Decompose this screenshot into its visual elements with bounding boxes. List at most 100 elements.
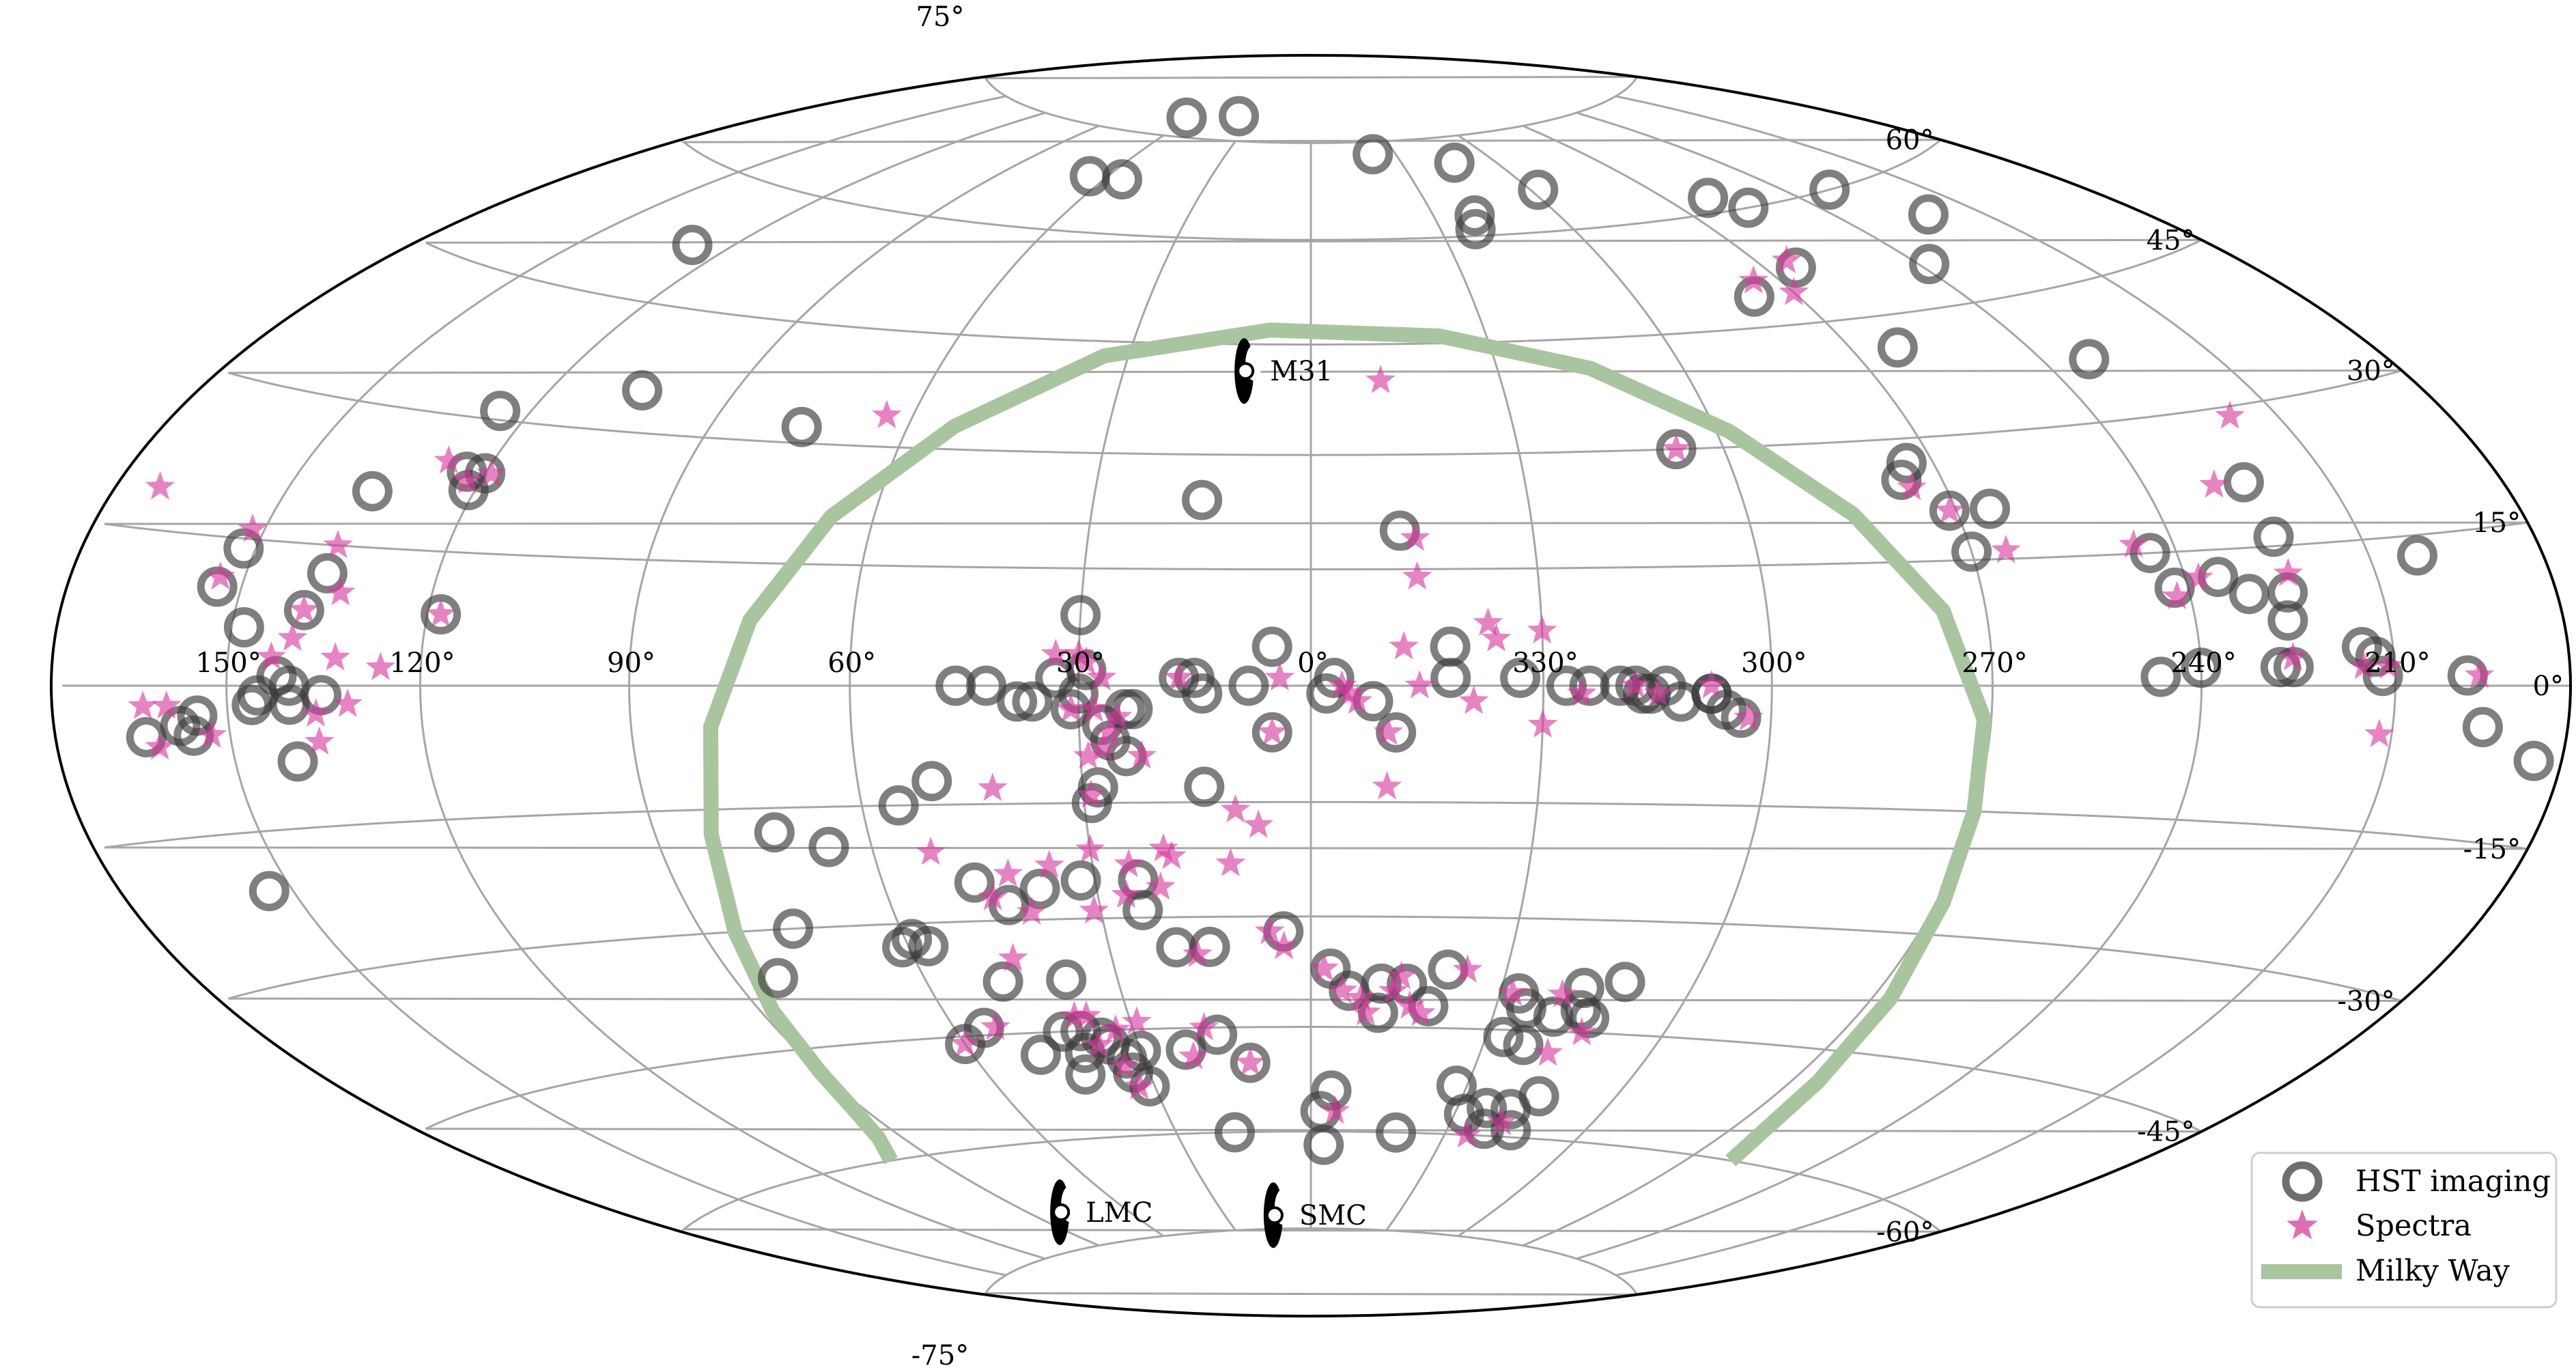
spectra-point [476,458,507,487]
spectra-point [1406,997,1436,1027]
hst-imaging-point [2260,647,2301,688]
hst-imaging-point [421,594,462,634]
spectra-point [2199,469,2229,498]
hst-imaging-point [1886,443,1927,484]
spectra-point [1127,740,1157,769]
latitude-gridline [104,800,2528,850]
hst-imaging-point [1219,96,1259,137]
spectra-point [1779,277,1809,305]
spectra-point [1473,607,1503,637]
hst-imaging-point [2462,707,2503,748]
spectra-point [1122,1006,1152,1035]
hst-imaging-point [1102,159,1142,200]
annotation-m31: M31 [1270,356,1333,387]
spectra-point [1661,433,1691,462]
longitude-tick-label: 270° [1962,647,2027,679]
hst-imaging-point [945,1024,986,1065]
spectra-point [1189,1011,1219,1041]
hst-imaging-point [2513,740,2554,781]
hst-imaging-point [989,884,1030,925]
spectra-point [238,513,268,542]
legend-label-hst-imaging: HST imaging [2355,1164,2551,1199]
spectra-point [434,445,464,474]
hst-imaging-point [878,785,919,826]
spectra-point [1084,1029,1114,1058]
spectra-point [1269,930,1299,960]
hst-imaging-point [1353,134,1393,175]
hst-imaging-point [223,607,264,647]
spectra-point [1095,716,1125,746]
spectra-point [2278,642,2308,671]
legend-ring-marker [2282,1161,2323,1202]
hst-imaging-point [758,958,798,999]
spectra-point [1991,534,2021,563]
hst-imaging-point [1376,1112,1417,1153]
spectra-point [916,836,946,865]
spectra-point [1059,1001,1090,1029]
spectra-point [305,726,335,755]
latitude-tick-label: 75° [916,1,965,33]
legend-label-spectra: Spectra [2355,1209,2472,1243]
hst-imaging-point [352,471,393,512]
hst-imaging-point [1454,195,1495,236]
spectra-point [128,690,158,719]
hst-imaging-point [1503,1024,1544,1065]
latitude-tick-label: 45° [2147,225,2195,256]
spectra-point [1497,977,1528,1006]
spectra-point [1389,631,1419,660]
longitude-tick-label: 60° [827,647,876,679]
spectra-point [1395,990,1425,1019]
spectra-point [1235,1047,1266,1076]
hst-imaging-point [2069,339,2110,380]
hst-imaging-point [1929,490,1970,531]
spectra-point [323,529,353,559]
spectra-point [1487,1106,1517,1136]
spectra-point [1034,850,1064,878]
hst-imaging-point [954,862,995,903]
hst-imaging-point [301,675,342,716]
galaxy-icon [1050,1179,1078,1245]
spectra-point [1041,639,1071,667]
legend: HST imaging Spectra Milky Way [2250,1151,2558,1309]
hst-imaging-point [283,589,324,630]
hst-imaging-point [1500,658,1541,698]
hst-imaging-point [2181,647,2222,688]
spectra-point [1481,623,1512,652]
hst-imaging-points [126,96,2554,1165]
hst-imaging-point [2253,516,2294,557]
latitude-tick-label: -30° [2337,986,2394,1018]
hst-imaging-point [1951,531,1992,572]
longitude-tick-label: 210° [2364,647,2430,679]
spectra-point [1079,895,1109,924]
spectra-point [978,882,1008,910]
spectra-point [145,731,175,760]
spectra-point [1320,1095,1350,1124]
hst-imaging-point [1656,429,1697,470]
object-annotations: M31 LMC SMC [1086,356,1367,1231]
spectra-point [1733,702,1764,731]
spectra-point [1073,740,1103,769]
spectra-point [2464,659,2495,688]
spectra-point [2162,581,2192,610]
hst-imaging-point [1303,1124,1344,1165]
spectra-point [1373,716,1404,745]
spectra-point [1088,732,1118,762]
spectra-point [1350,996,1381,1026]
hst-imaging-point [1228,665,1269,706]
hst-imaging-point [773,908,814,949]
milky-way-line [703,322,1992,1167]
hst-imaging-point [249,871,289,912]
hst-imaging-point [2228,574,2269,615]
spectra-point [1178,1041,1208,1070]
spectra-point [1452,1119,1482,1148]
spectra-point [2349,650,2379,680]
spectra-point [997,943,1028,971]
latitude-tick-label: -45° [2137,1117,2194,1148]
spectra-point [1086,662,1117,691]
spectra-point [256,641,287,670]
milky-way-track [703,322,1992,1167]
spectra-point [1257,716,1288,745]
hst-imaging-point [1721,697,1761,738]
spectra-point [1243,809,1274,838]
latitude-tick-label: 15° [2472,507,2521,539]
